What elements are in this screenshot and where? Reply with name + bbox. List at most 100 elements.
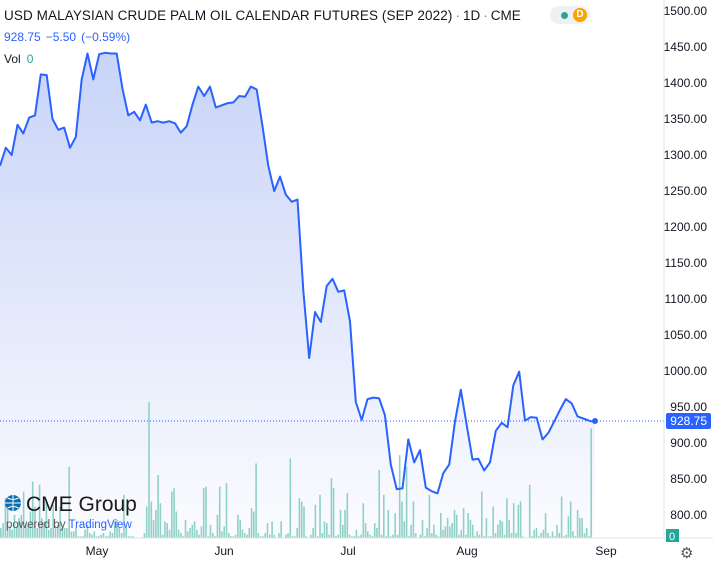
volume-bar xyxy=(508,519,510,538)
volume-bar xyxy=(241,529,244,538)
price-change: −5.50 xyxy=(45,30,77,44)
volume-bar xyxy=(202,488,205,538)
volume-bar xyxy=(353,536,355,538)
volume-bar xyxy=(294,536,296,538)
volume-bar xyxy=(250,508,253,538)
volume-bar xyxy=(41,518,43,538)
volume-bar xyxy=(572,531,574,538)
volume-bar xyxy=(278,533,280,538)
volume-bar xyxy=(579,518,581,538)
volume-bar xyxy=(364,523,367,538)
powered-by[interactable]: powered by TradingView xyxy=(6,519,132,531)
time-axis[interactable]: May Jun Jul Aug Sep xyxy=(86,544,617,558)
volume-bar xyxy=(296,528,298,538)
volume-bar xyxy=(98,536,100,538)
last-price-label: 928.75 xyxy=(670,414,707,428)
interval-label[interactable]: 1D xyxy=(462,8,481,23)
volume-bar xyxy=(430,533,433,538)
volume-value: 0 xyxy=(26,52,34,66)
price-tick: 1150.00 xyxy=(665,256,708,270)
volume-bar xyxy=(200,526,203,538)
volume-bar xyxy=(408,536,410,538)
volume-bar xyxy=(323,521,326,538)
volume-bar xyxy=(198,534,200,538)
cme-group-text: CME Group xyxy=(26,493,137,516)
price-tick: 900.00 xyxy=(670,436,707,450)
volume-bar xyxy=(4,498,7,538)
volume-bar xyxy=(253,511,255,538)
tradingview-brand[interactable]: TradingView xyxy=(68,519,132,531)
volume-bar xyxy=(369,534,371,538)
volume-bar xyxy=(159,503,162,538)
volume-bar xyxy=(125,528,127,538)
time-label-jun: Jun xyxy=(214,544,233,558)
volume-bar xyxy=(419,534,422,538)
volume-bar xyxy=(533,529,535,538)
time-label-may: May xyxy=(86,544,109,558)
symbol-title[interactable]: USD MALAYSIAN CRUDE PALM OIL CALENDAR FU… xyxy=(4,8,453,23)
volume-bar xyxy=(212,533,214,538)
volume-legend[interactable]: Vol 0 xyxy=(4,52,33,66)
volume-bar xyxy=(396,534,399,538)
volume-bar xyxy=(193,521,196,538)
volume-bar xyxy=(487,536,490,538)
volume-bar xyxy=(383,494,385,538)
price-axis[interactable]: 1500.00 1450.00 1400.00 1350.00 1300.00 … xyxy=(664,4,708,522)
volume-bar xyxy=(150,501,153,538)
volume-bar xyxy=(189,528,191,538)
volume-bar xyxy=(478,534,481,538)
volume-bar xyxy=(164,521,166,538)
cme-group-logo: CME Group xyxy=(4,493,137,517)
volume-bar xyxy=(13,514,16,538)
volume-bar xyxy=(221,531,223,538)
price-series-line xyxy=(0,51,596,495)
settings-gear-icon[interactable]: ⚙ xyxy=(680,545,694,562)
volume-bar xyxy=(389,536,392,538)
volume-bar xyxy=(20,514,23,538)
last-price: 928.75 xyxy=(4,30,41,44)
volume-bar xyxy=(287,533,289,538)
volume-bar xyxy=(127,536,130,538)
volume-bar xyxy=(424,536,426,538)
volume-bar xyxy=(31,481,34,538)
volume-bar xyxy=(168,529,171,538)
volume-bar xyxy=(225,483,228,538)
volume-bar xyxy=(321,533,323,538)
volume-bar xyxy=(319,494,321,538)
volume-bar xyxy=(6,504,9,538)
volume-bar xyxy=(269,534,271,538)
market-open-dot-icon xyxy=(561,12,568,19)
time-label-sep: Sep xyxy=(595,544,617,558)
volume-bar xyxy=(145,506,148,538)
volume-label: Vol xyxy=(4,52,21,66)
volume-bar xyxy=(585,528,588,538)
volume-bar xyxy=(300,501,303,538)
delayed-data-badge[interactable]: D xyxy=(573,8,587,22)
volume-bar xyxy=(95,536,98,538)
volume-bar xyxy=(109,531,111,538)
volume-bar xyxy=(335,536,337,538)
volume-bar xyxy=(499,519,501,538)
volume-bar xyxy=(362,503,365,538)
volume-bar xyxy=(449,526,451,538)
volume-bar xyxy=(34,506,36,538)
volume-bar xyxy=(460,529,463,538)
volume-bar xyxy=(2,523,4,538)
volume-bar xyxy=(410,524,412,538)
quote-line: 928.75 −5.50 (−0.59%) xyxy=(4,30,135,44)
volume-bar xyxy=(54,526,57,538)
volume-bar xyxy=(271,521,273,538)
volume-bar xyxy=(116,519,118,538)
volume-bar xyxy=(285,534,287,538)
volume-bar xyxy=(228,533,230,538)
volume-bar xyxy=(239,519,241,538)
volume-bar xyxy=(503,534,506,538)
volume-bar xyxy=(465,534,467,538)
volume-bar xyxy=(61,528,64,538)
volume-bar xyxy=(540,533,542,538)
volume-bar xyxy=(191,524,194,538)
volume-bar xyxy=(214,536,216,538)
volume-bar xyxy=(387,509,390,538)
volume-bar xyxy=(574,536,577,538)
